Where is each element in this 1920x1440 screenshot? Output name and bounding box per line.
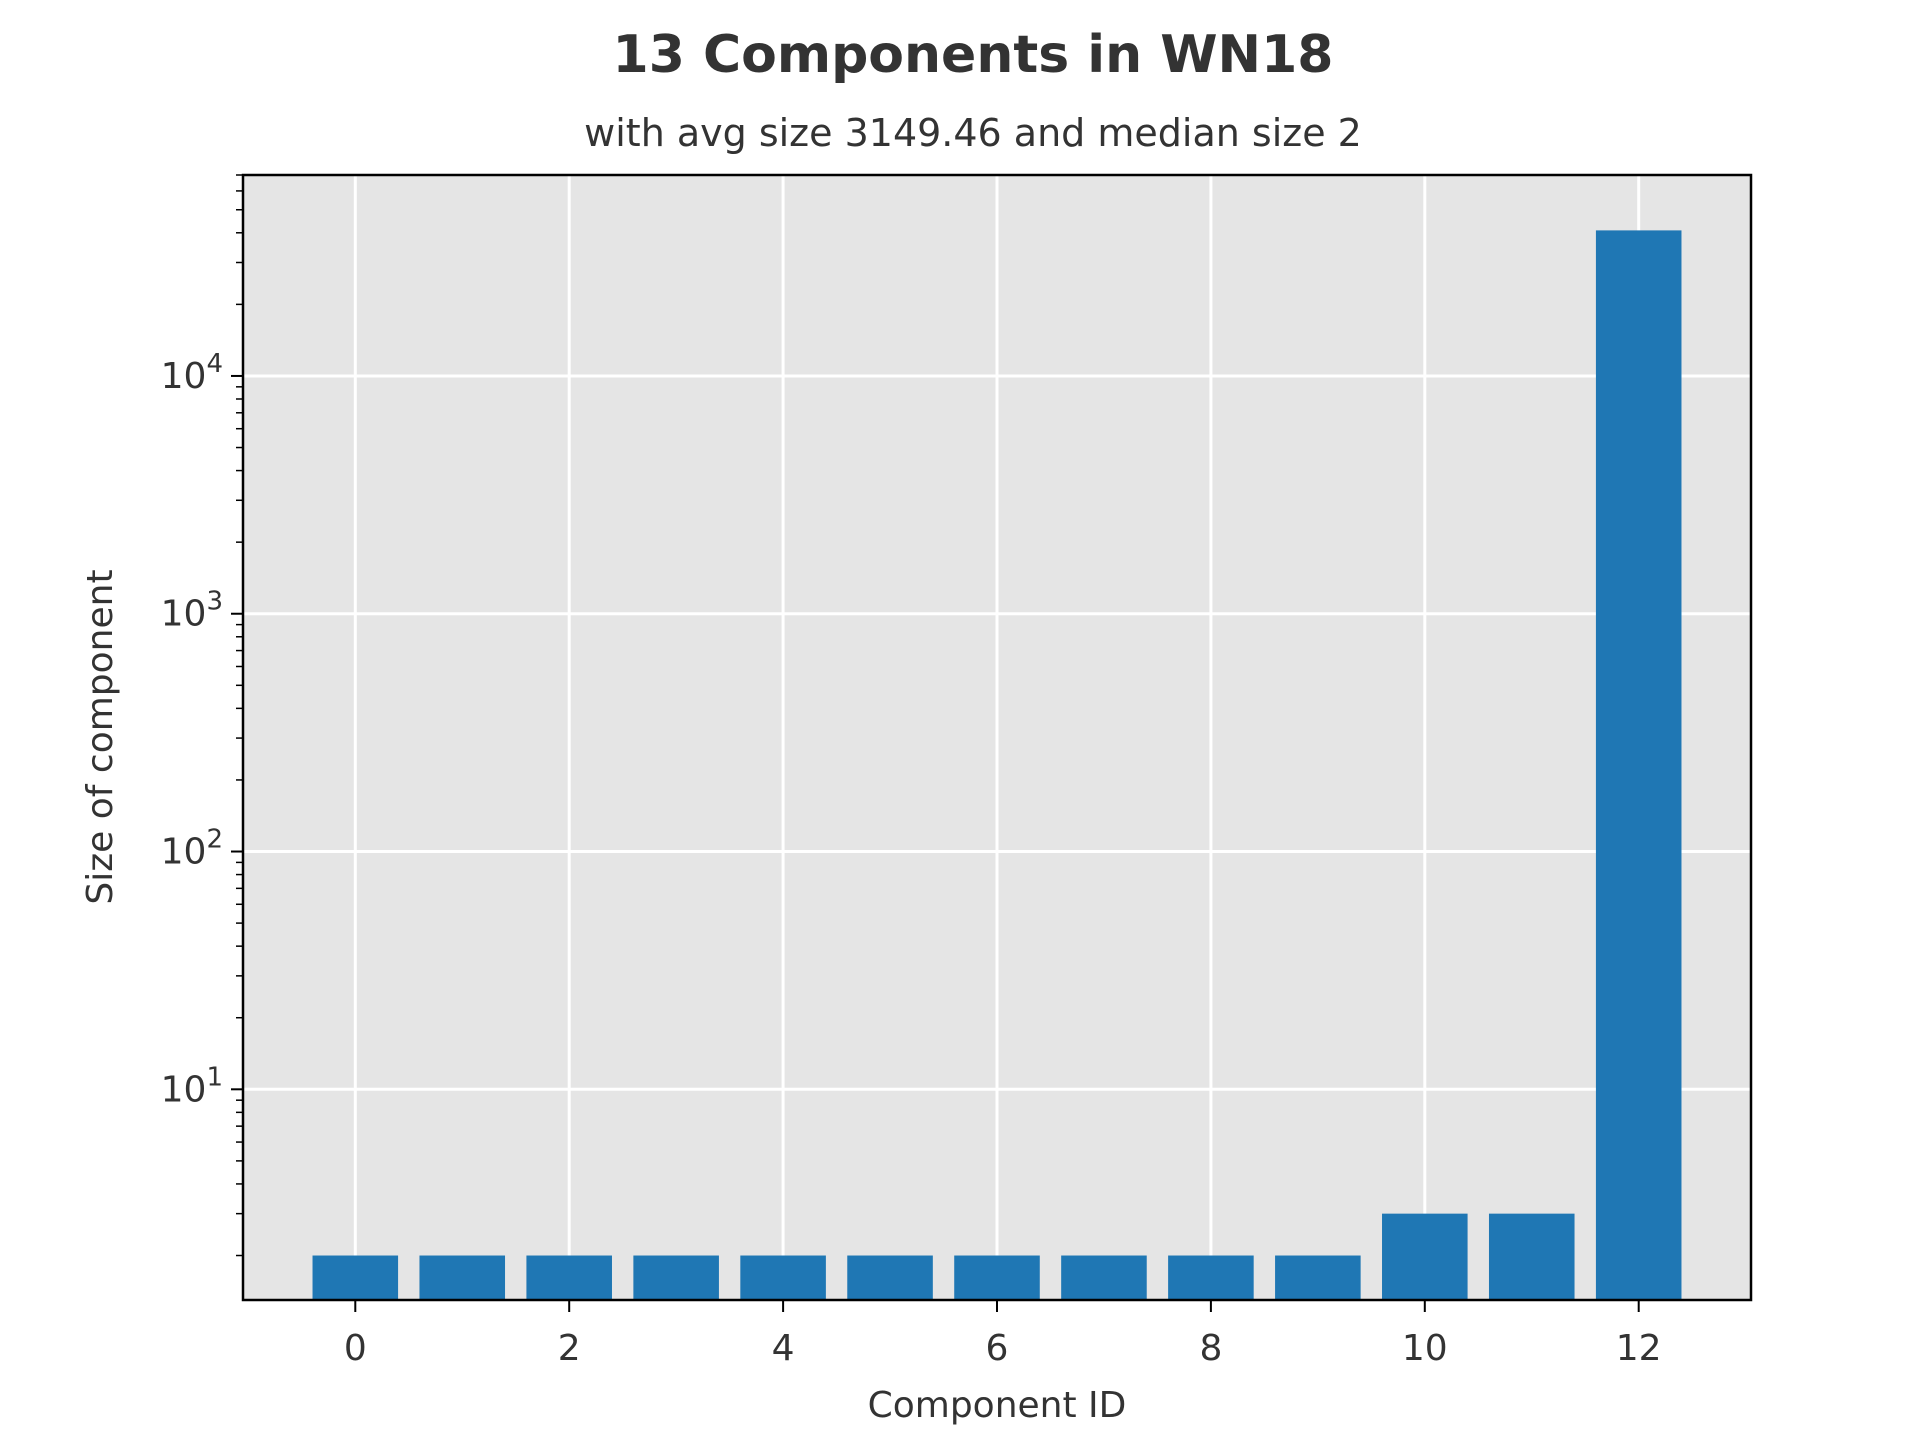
chart-title: 13 Components in WN18 bbox=[613, 25, 1334, 85]
bar bbox=[1488, 1213, 1575, 1300]
x-tick-label: 0 bbox=[344, 1328, 367, 1369]
x-tick-label: 4 bbox=[772, 1328, 795, 1369]
y-tick-label: 101 bbox=[161, 1062, 223, 1110]
x-tick-label: 8 bbox=[1199, 1328, 1222, 1369]
y-axis-ticks: 101 102 103 104 bbox=[161, 174, 243, 1257]
y-axis-label: Size of component bbox=[80, 569, 121, 904]
bar bbox=[312, 1255, 399, 1300]
x-tick-label: 6 bbox=[986, 1328, 1009, 1369]
bar bbox=[526, 1255, 612, 1300]
bar bbox=[954, 1255, 1040, 1300]
x-axis-label: Component ID bbox=[868, 1385, 1127, 1426]
y-tick-label: 103 bbox=[161, 587, 223, 635]
y-tick-label: 102 bbox=[161, 825, 223, 873]
bar bbox=[1595, 230, 1682, 1300]
bar bbox=[847, 1255, 933, 1300]
bars bbox=[312, 230, 1682, 1300]
x-axis-ticks: 0 2 4 6 8 10 12 bbox=[344, 1300, 1662, 1369]
grid-lines bbox=[243, 175, 1751, 1300]
bar bbox=[1168, 1255, 1254, 1300]
x-tick-label: 12 bbox=[1616, 1328, 1662, 1369]
x-tick-label: 10 bbox=[1402, 1328, 1448, 1369]
bar bbox=[633, 1255, 719, 1300]
bar bbox=[1061, 1255, 1147, 1300]
x-tick-label: 2 bbox=[558, 1328, 581, 1369]
chart-subtitle: with avg size 3149.46 and median size 2 bbox=[584, 111, 1362, 155]
bar bbox=[1382, 1213, 1468, 1300]
bar bbox=[419, 1255, 506, 1300]
bar bbox=[740, 1255, 826, 1300]
y-tick-label: 104 bbox=[161, 349, 223, 397]
bar bbox=[1275, 1255, 1361, 1300]
